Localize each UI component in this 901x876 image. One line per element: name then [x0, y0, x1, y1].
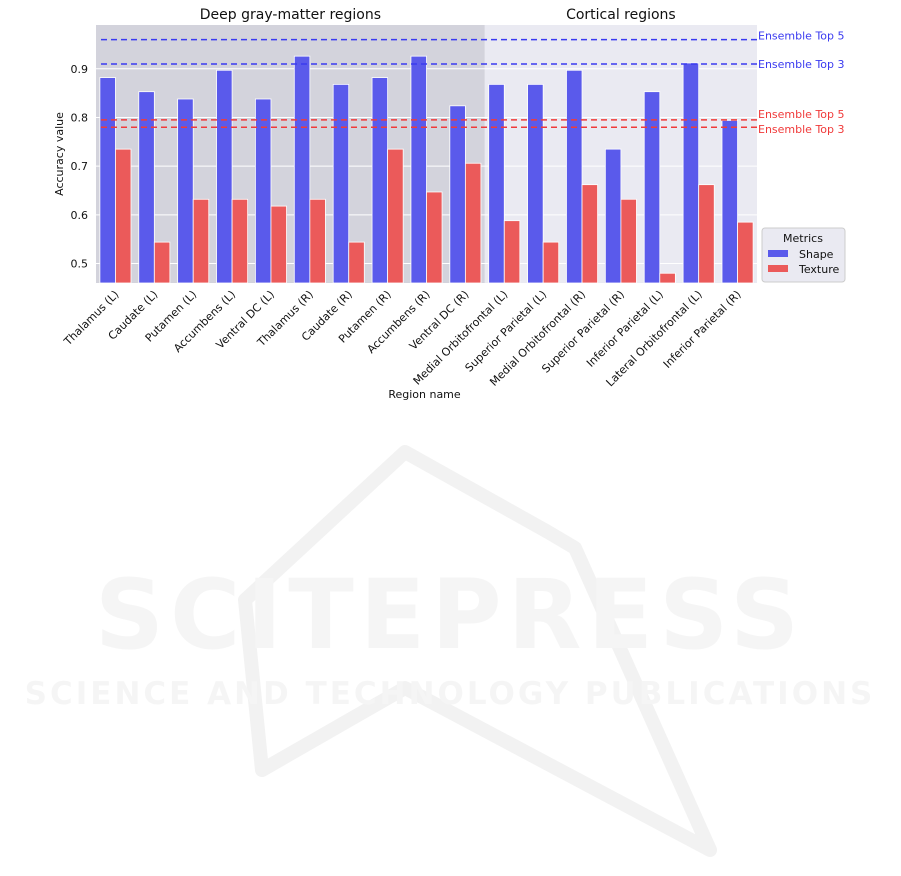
group-label-cortical: Cortical regions: [566, 7, 676, 23]
bar-shape-0: [99, 77, 116, 284]
bar-texture-13: [620, 198, 637, 284]
bar-texture-15: [698, 184, 715, 284]
legend-label-texture: Texture: [798, 263, 839, 276]
y-axis: 0.5 0.6 0.7 0.8 0.9: [71, 63, 89, 271]
legend-label-shape: Shape: [799, 248, 834, 261]
svg-text:SCIENCE AND TECHNOLOGY PUBLICA: SCIENCE AND TECHNOLOGY PUBLICATIONS: [25, 676, 876, 712]
bar-texture-1: [153, 241, 171, 284]
y-axis-label: Accuracy value: [53, 112, 66, 196]
bar-shape-4: [255, 98, 272, 284]
bar-texture-2: [192, 198, 210, 284]
bar-shape-7: [371, 77, 389, 284]
bar-shape-6: [332, 83, 350, 284]
y-tick-label: 0.8: [71, 111, 89, 124]
bar-shape-2: [177, 98, 194, 284]
reference-line-label: Ensemble Top 5: [758, 30, 845, 43]
reference-line-label: Ensemble Top 3: [758, 123, 845, 136]
bar-shape-9: [449, 105, 466, 284]
bar-texture-9: [464, 162, 482, 284]
legend-swatch-shape: [768, 250, 788, 257]
y-tick-label: 0.7: [71, 160, 89, 173]
bar-texture-4: [270, 205, 287, 284]
bar-texture-7: [387, 148, 404, 284]
x-axis-label: Region name: [388, 388, 461, 401]
group-label-deep: Deep gray-matter regions: [200, 7, 381, 23]
reference-lines: Ensemble Top 5 Ensemble Top 3 Ensemble Top…: [101, 30, 845, 136]
bar-shape-8: [410, 55, 427, 284]
bar-shape-13: [604, 148, 622, 284]
bar-texture-14: [659, 272, 676, 284]
bars: [99, 55, 754, 284]
y-tick-label: 0.5: [71, 258, 89, 271]
x-tick-label: Inferior Parietal (R): [661, 288, 744, 371]
bar-texture-8: [426, 191, 443, 284]
y-tick-label: 0.6: [71, 209, 89, 222]
reference-line-label: Ensemble Top 3: [758, 58, 845, 71]
legend-title: Metrics: [783, 232, 823, 245]
bar-texture-16: [737, 221, 754, 284]
bar-shape-10: [488, 83, 505, 284]
bar-shape-14: [643, 91, 661, 284]
bar-shape-11: [527, 83, 544, 284]
bar-texture-6: [348, 241, 365, 284]
bar-shape-16: [721, 120, 738, 284]
legend-swatch-texture: [768, 265, 788, 272]
legend: Metrics Shape Texture: [761, 227, 846, 283]
bar-texture-12: [581, 184, 598, 284]
bar-shape-5: [293, 55, 311, 284]
bar-shape-12: [566, 69, 583, 284]
x-axis: Thalamus (L)Caudate (L)Putamen (L)Accumb…: [61, 288, 744, 389]
y-tick-label: 0.9: [71, 63, 89, 76]
bar-shape-3: [216, 69, 233, 284]
bar-texture-3: [231, 198, 249, 284]
publisher-watermark: SCITEPRESS SCIENCE AND TECHNOLOGY PUBLIC…: [25, 445, 876, 857]
bar-texture-11: [542, 241, 560, 284]
bar-shape-15: [682, 62, 700, 284]
bar-texture-0: [115, 148, 132, 284]
bar-shape-1: [138, 91, 155, 284]
bar-texture-10: [503, 220, 521, 284]
svg-text:SCITEPRESS: SCITEPRESS: [95, 559, 805, 671]
reference-line-label: Ensemble Top 5: [758, 108, 845, 121]
bar-texture-5: [309, 198, 326, 284]
